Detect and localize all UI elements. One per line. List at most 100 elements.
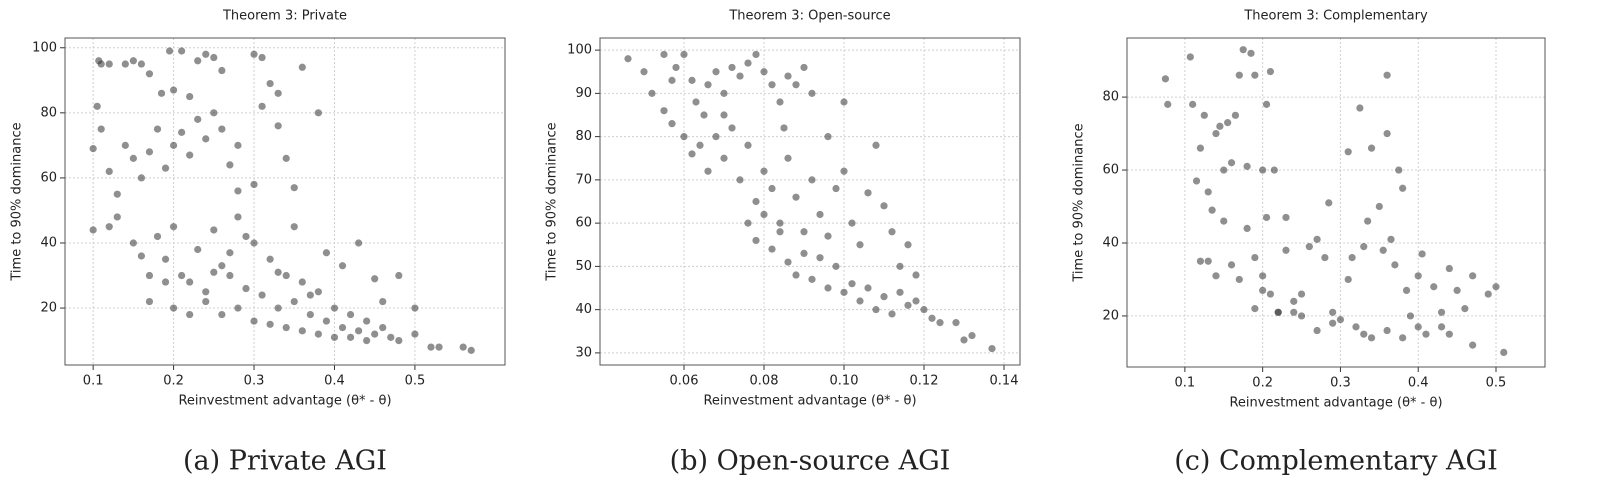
point xyxy=(178,47,186,55)
x-tick-label: 0.2 xyxy=(163,374,184,389)
point xyxy=(226,249,234,257)
point xyxy=(157,89,166,97)
point xyxy=(234,141,242,149)
point xyxy=(290,223,298,231)
point xyxy=(1259,286,1267,295)
point xyxy=(832,262,840,270)
point xyxy=(888,228,896,236)
point xyxy=(660,50,668,59)
point xyxy=(161,255,170,263)
point xyxy=(1399,334,1407,342)
point xyxy=(1484,290,1492,298)
point xyxy=(720,89,728,97)
point xyxy=(226,271,234,280)
point xyxy=(848,280,856,288)
point xyxy=(864,284,872,292)
point xyxy=(752,197,760,206)
point xyxy=(379,297,387,306)
point xyxy=(298,63,306,71)
point xyxy=(864,189,872,197)
point xyxy=(668,120,676,128)
point xyxy=(145,148,154,156)
x-tick-label: 0.1 xyxy=(83,374,104,389)
point xyxy=(346,310,355,319)
y-axis-label: Time to 90% dominance xyxy=(10,122,25,281)
point xyxy=(1270,166,1278,174)
point xyxy=(330,304,339,312)
point xyxy=(1297,290,1306,298)
point xyxy=(314,288,322,296)
point xyxy=(282,154,290,162)
point xyxy=(672,63,680,72)
point xyxy=(1196,144,1205,152)
y-axis-label: Time to 90% dominance xyxy=(545,122,560,281)
point xyxy=(768,81,776,89)
point xyxy=(1220,166,1228,174)
point xyxy=(1251,71,1259,79)
point xyxy=(1196,257,1205,265)
plot-frame xyxy=(64,37,506,366)
point xyxy=(202,50,210,58)
y-tick-label: 100 xyxy=(32,40,57,55)
caption: (b) Open-source AGI xyxy=(670,446,951,477)
point xyxy=(1375,202,1383,211)
point xyxy=(1208,206,1216,214)
point xyxy=(776,219,784,227)
chart-title: Theorem 3: Open-source xyxy=(728,9,890,24)
point xyxy=(1290,308,1298,316)
point xyxy=(258,102,266,110)
point xyxy=(105,167,113,176)
point xyxy=(290,297,298,306)
point xyxy=(848,219,856,227)
point xyxy=(840,167,848,175)
caption: (c) Complementary AGI xyxy=(1174,446,1498,477)
point xyxy=(371,330,379,338)
point xyxy=(186,92,194,101)
point xyxy=(1356,104,1364,112)
point xyxy=(210,109,218,117)
point xyxy=(258,291,266,299)
y-axis-label: Time to 90% dominance xyxy=(1072,123,1087,282)
point xyxy=(768,245,776,253)
point xyxy=(904,241,912,249)
point xyxy=(346,333,355,341)
point xyxy=(712,133,720,141)
point xyxy=(1305,243,1313,251)
point xyxy=(202,288,210,296)
point xyxy=(800,228,808,236)
point xyxy=(395,271,403,280)
point xyxy=(194,57,202,65)
point xyxy=(169,141,178,149)
point xyxy=(186,151,194,159)
y-tick-label: 60 xyxy=(40,170,57,185)
point xyxy=(872,141,880,149)
point xyxy=(1469,341,1477,349)
point xyxy=(1367,334,1376,342)
point xyxy=(93,102,101,110)
point xyxy=(680,133,688,141)
point xyxy=(1329,319,1337,327)
point xyxy=(1437,308,1446,316)
point xyxy=(1445,330,1453,338)
point xyxy=(113,190,121,198)
point xyxy=(218,66,226,75)
point xyxy=(234,304,242,312)
point xyxy=(1336,315,1345,324)
point xyxy=(411,330,419,338)
y-tick-label: 90 xyxy=(575,86,592,101)
x-tick-label: 0.3 xyxy=(1330,376,1351,391)
point xyxy=(1469,272,1477,280)
point xyxy=(904,301,912,309)
point xyxy=(1325,199,1333,207)
point xyxy=(720,111,728,119)
point xyxy=(824,284,832,292)
point xyxy=(648,89,656,97)
point xyxy=(1192,177,1201,185)
point xyxy=(186,310,194,319)
point xyxy=(784,258,792,266)
point xyxy=(912,297,920,305)
point xyxy=(880,293,888,301)
point xyxy=(968,331,976,340)
point xyxy=(1406,312,1415,320)
point xyxy=(234,187,242,195)
